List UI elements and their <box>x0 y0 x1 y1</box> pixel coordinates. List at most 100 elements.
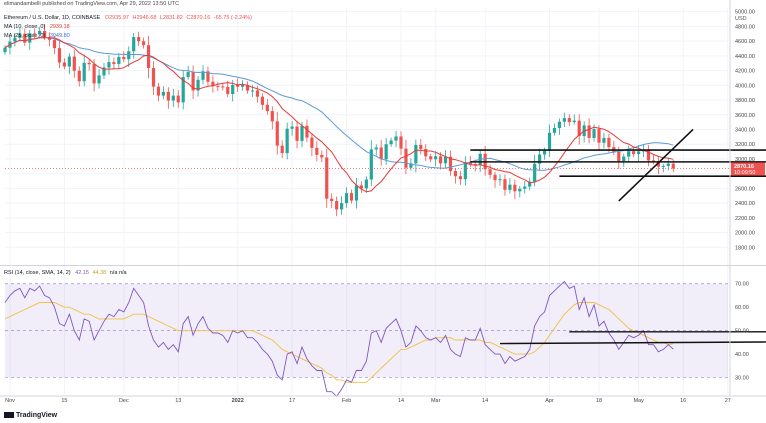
close-value: C2870.16 <box>186 15 211 21</box>
candle-body <box>503 179 507 190</box>
price-trendline <box>618 128 694 202</box>
x-tick-label: Nov <box>5 398 15 404</box>
rsi-sma-value: 44.38 <box>92 270 107 276</box>
high-value: H2946.68 <box>132 15 157 21</box>
candle-body <box>181 77 185 103</box>
candle-body <box>656 161 660 167</box>
rsi-band <box>5 283 728 378</box>
symbol-title: Ethereum / U.S. Dollar, 1D, COINBASE <box>4 15 101 21</box>
x-tick-label: Dec <box>119 398 129 404</box>
candle-body <box>632 151 636 155</box>
candle-body <box>236 84 240 87</box>
candle-body <box>651 160 656 162</box>
candle-body <box>453 171 458 177</box>
candle-body <box>127 51 131 60</box>
rsi-legend: RSI (14, close, SMA, 14, 2) 42.15 44.38 … <box>4 270 130 276</box>
candle-body <box>250 90 255 92</box>
candle-body <box>394 136 398 141</box>
candle-body <box>414 144 418 164</box>
candle-body <box>132 37 136 52</box>
price-tick-label: 2200.00 <box>735 216 755 222</box>
candle-body <box>587 125 591 138</box>
candle-body <box>18 33 22 38</box>
candle-body <box>310 137 314 148</box>
ma25-label: MA (25, close, 0) <box>4 33 46 39</box>
candle-body <box>528 181 532 187</box>
candle-body <box>463 162 467 180</box>
candle-body <box>330 198 334 202</box>
candle-body <box>434 156 438 160</box>
price-tick-label: 2600.00 <box>735 186 755 192</box>
candle-body <box>473 164 477 166</box>
rsi-tick-label: 50.00 <box>735 329 749 335</box>
price-tick-label: 5000.00 <box>735 10 755 16</box>
last-price-badge <box>731 162 765 176</box>
x-tick-label: 27 <box>725 398 731 404</box>
x-tick-label: 14 <box>398 398 404 404</box>
price-tick-label: 4400.00 <box>735 54 755 60</box>
candle-body <box>117 56 121 64</box>
candle-body <box>166 91 170 101</box>
candle-body <box>607 137 611 148</box>
candle-body <box>508 184 512 190</box>
candle-body <box>602 137 606 143</box>
candle-body <box>577 120 581 137</box>
price-tick-label: 3000.00 <box>735 157 755 163</box>
low-value: L2831.82 <box>159 15 183 21</box>
candles <box>3 24 675 217</box>
candle-body <box>429 156 433 160</box>
x-tick-label: 17 <box>289 398 295 404</box>
candle-body <box>359 185 363 189</box>
candle-body <box>52 39 57 49</box>
rsi-na: n/a n/a <box>109 270 127 276</box>
ma10-label: MA (10, close, 0) <box>4 24 46 30</box>
candle-body <box>399 136 403 149</box>
x-tick-label: 2022 <box>232 398 244 404</box>
rsi-trendline <box>499 341 766 345</box>
candle-body <box>255 90 260 97</box>
candle-body <box>161 91 165 96</box>
open-value: O2935.97 <box>104 15 129 21</box>
candle-body <box>335 201 339 210</box>
price-tick-label: 1800.00 <box>735 245 755 251</box>
candle-body <box>43 30 47 38</box>
candle-body <box>92 64 96 84</box>
price-tick-label: 4600.00 <box>735 39 755 45</box>
rsi-lines <box>4 280 674 397</box>
x-tick-label: Apr <box>545 398 554 404</box>
candle-body <box>340 203 344 210</box>
candle-body <box>186 72 190 78</box>
candle-body <box>523 186 527 189</box>
candle-body <box>196 79 200 91</box>
candle-body <box>3 47 7 53</box>
price-tick-label: 4000.00 <box>735 83 755 89</box>
price-tick-label: 3600.00 <box>735 113 755 119</box>
candle-body <box>419 144 423 149</box>
rsi-tick-label: 40.00 <box>735 352 749 358</box>
candle-body <box>156 86 161 96</box>
candle-body <box>627 151 631 157</box>
candle-body <box>592 129 596 138</box>
candle-body <box>201 71 205 80</box>
candle-body <box>557 121 561 129</box>
candle-body <box>513 184 517 192</box>
candle-body <box>107 62 111 68</box>
candle-body <box>646 149 651 161</box>
candle-body <box>538 154 542 164</box>
candle-body <box>216 86 220 88</box>
tradingview-logo-text: TradingView <box>16 412 58 419</box>
candle-body <box>409 163 413 168</box>
candle-body <box>191 72 195 91</box>
candle-body <box>23 33 27 43</box>
candle-body <box>320 154 324 158</box>
rsi-sma-line <box>4 302 674 383</box>
last-price-badge-value: 2870.16 <box>734 164 754 170</box>
rsi-label: RSI (14, close, SMA, 14, 2) <box>4 270 71 276</box>
candle-body <box>562 118 566 122</box>
rsi-value: 42.15 <box>75 270 89 276</box>
candle-body <box>443 156 448 164</box>
candle-body <box>300 125 304 141</box>
rsi-tick-label: 70.00 <box>735 282 749 288</box>
candle-body <box>374 147 378 150</box>
